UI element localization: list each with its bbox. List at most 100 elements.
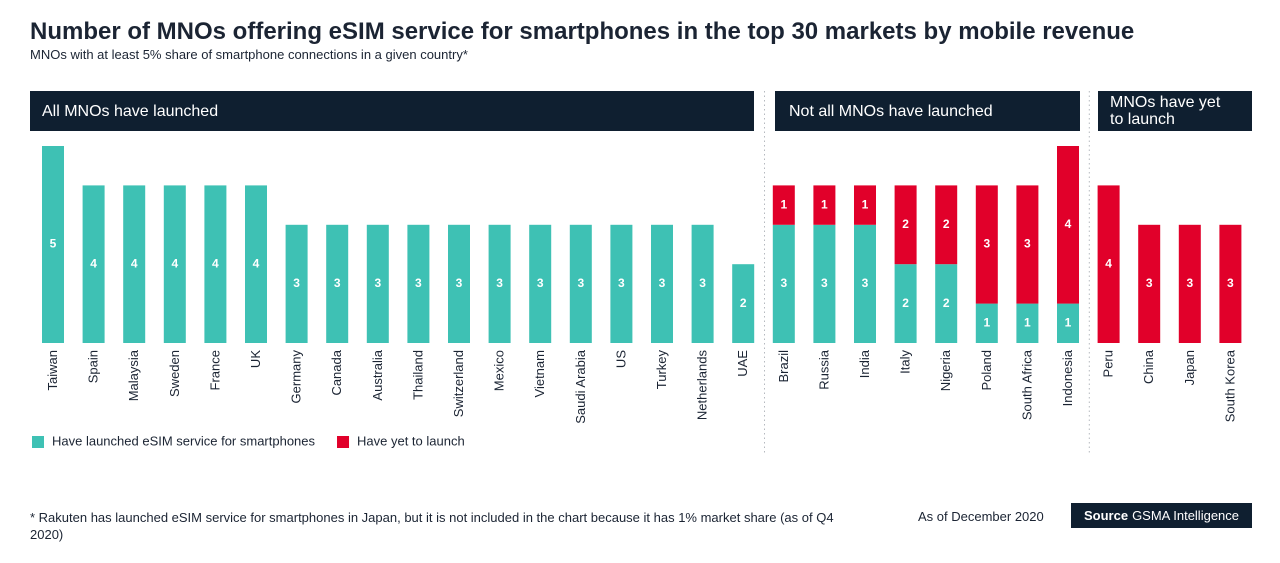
x-tick-label: Thailand: [410, 350, 425, 400]
bar-segment: [854, 185, 876, 225]
x-tick-label: Italy: [898, 350, 913, 374]
value-label: 1: [1065, 315, 1072, 329]
x-tick-label: Indonesia: [1060, 349, 1075, 406]
value-label: 3: [983, 237, 990, 251]
value-label: 3: [1024, 237, 1031, 251]
bar-segment: [813, 185, 836, 225]
bar-segment: [691, 224, 714, 343]
value-label: 3: [334, 276, 341, 290]
bar-segment: [610, 224, 633, 343]
bar-segment: [326, 224, 349, 343]
value-label: 4: [253, 256, 260, 270]
value-label: 3: [821, 276, 828, 290]
legend-swatch: [32, 436, 44, 448]
value-label: 4: [131, 256, 138, 270]
source-text: GSMA Intelligence: [1132, 508, 1240, 523]
legend-label: Have launched eSIM service for smartphon…: [52, 433, 316, 448]
bar-segment: [82, 185, 105, 343]
x-tick-label: UK: [248, 350, 263, 368]
x-tick-label: Russia: [816, 349, 831, 390]
bar-segment: [1138, 224, 1161, 343]
panel-header: All MNOs have launched: [30, 91, 754, 131]
value-label: 3: [537, 276, 544, 290]
x-tick-label: UAE: [735, 350, 750, 377]
x-tick-label: Mexico: [492, 350, 507, 391]
bar-segment: [1178, 224, 1201, 343]
bar-segment: [407, 224, 430, 343]
bar-segment: [285, 224, 308, 343]
bar-segment: [42, 146, 64, 343]
value-label: 3: [862, 276, 869, 290]
bar-segment: [732, 264, 755, 343]
x-tick-label: Germany: [289, 350, 304, 404]
bar-segment: [366, 224, 389, 343]
bar-segment: [772, 185, 795, 225]
bar-segment: [448, 224, 470, 343]
x-tick-label: Poland: [979, 350, 994, 390]
bar-segment: [772, 224, 795, 343]
bar-segment: [204, 185, 227, 343]
panel-header: Not all MNOs have launched: [775, 91, 1080, 131]
bar-segment: [123, 185, 146, 343]
x-tick-label: Peru: [1101, 350, 1116, 377]
x-tick-label: Vietnam: [532, 350, 547, 397]
x-tick-label: Netherlands: [695, 350, 710, 421]
value-label: 1: [983, 315, 990, 329]
x-tick-label: India: [857, 349, 872, 378]
bar-segment: [935, 185, 958, 265]
value-label: 3: [415, 276, 422, 290]
x-tick-label: France: [207, 350, 222, 390]
value-label: 3: [1186, 276, 1193, 290]
value-label: 3: [496, 276, 503, 290]
value-label: 3: [659, 276, 666, 290]
value-label: 2: [902, 296, 909, 310]
value-label: 1: [1024, 315, 1031, 329]
bar-segment: [975, 303, 998, 343]
value-label: 1: [862, 197, 869, 211]
panel-header: MNOs have yet to launch: [1098, 91, 1252, 131]
panel-label: Not all MNOs have launched: [789, 102, 993, 120]
x-tick-label: South Africa: [1019, 349, 1034, 420]
panel-label: All MNOs have launched: [42, 102, 219, 120]
bar-segment: [1097, 185, 1120, 343]
bar-segment: [1219, 224, 1242, 343]
value-label: 2: [740, 296, 747, 310]
value-label: 4: [212, 256, 219, 270]
x-tick-label: China: [1141, 349, 1156, 384]
bar-segment: [894, 185, 917, 265]
bar-segment: [245, 185, 267, 343]
bar-segment: [1016, 185, 1039, 304]
bar-segment: [1057, 146, 1079, 304]
value-label: 5: [50, 237, 57, 251]
chart-title: Number of MNOs offering eSIM service for…: [30, 18, 1135, 45]
source: Source GSMA Intelligence: [1071, 503, 1252, 528]
x-tick-label: Taiwan: [45, 350, 60, 390]
bar-segment: [529, 224, 552, 343]
value-label: 3: [577, 276, 584, 290]
x-tick-label: Japan: [1182, 350, 1197, 385]
x-tick-label: Sweden: [167, 350, 182, 397]
bar-segment: [813, 224, 836, 343]
bar-segment: [488, 224, 511, 343]
legend-swatch: [337, 436, 350, 448]
value-label: 4: [90, 256, 97, 270]
x-tick-label: Australia: [370, 349, 385, 400]
bar-segment: [894, 264, 917, 343]
x-tick-label: Spain: [86, 350, 101, 383]
x-tick-label: Canada: [329, 349, 344, 395]
value-label: 1: [780, 197, 787, 211]
value-label: 2: [943, 217, 950, 231]
x-tick-label: Brazil: [776, 350, 791, 383]
value-label: 3: [618, 276, 625, 290]
value-label: 3: [293, 276, 300, 290]
bar-segment: [1057, 303, 1079, 343]
x-tick-label: Saudi Arabia: [573, 349, 588, 423]
x-tick-label: Malaysia: [126, 349, 141, 401]
bar-segment: [1016, 303, 1039, 343]
x-tick-label: South Korea: [1222, 349, 1237, 422]
x-tick-label: Switzerland: [451, 350, 466, 417]
chart-subtitle: MNOs with at least 5% share of smartphon…: [30, 47, 468, 62]
source-label: Source: [1083, 508, 1129, 523]
value-label: 2: [943, 296, 950, 310]
